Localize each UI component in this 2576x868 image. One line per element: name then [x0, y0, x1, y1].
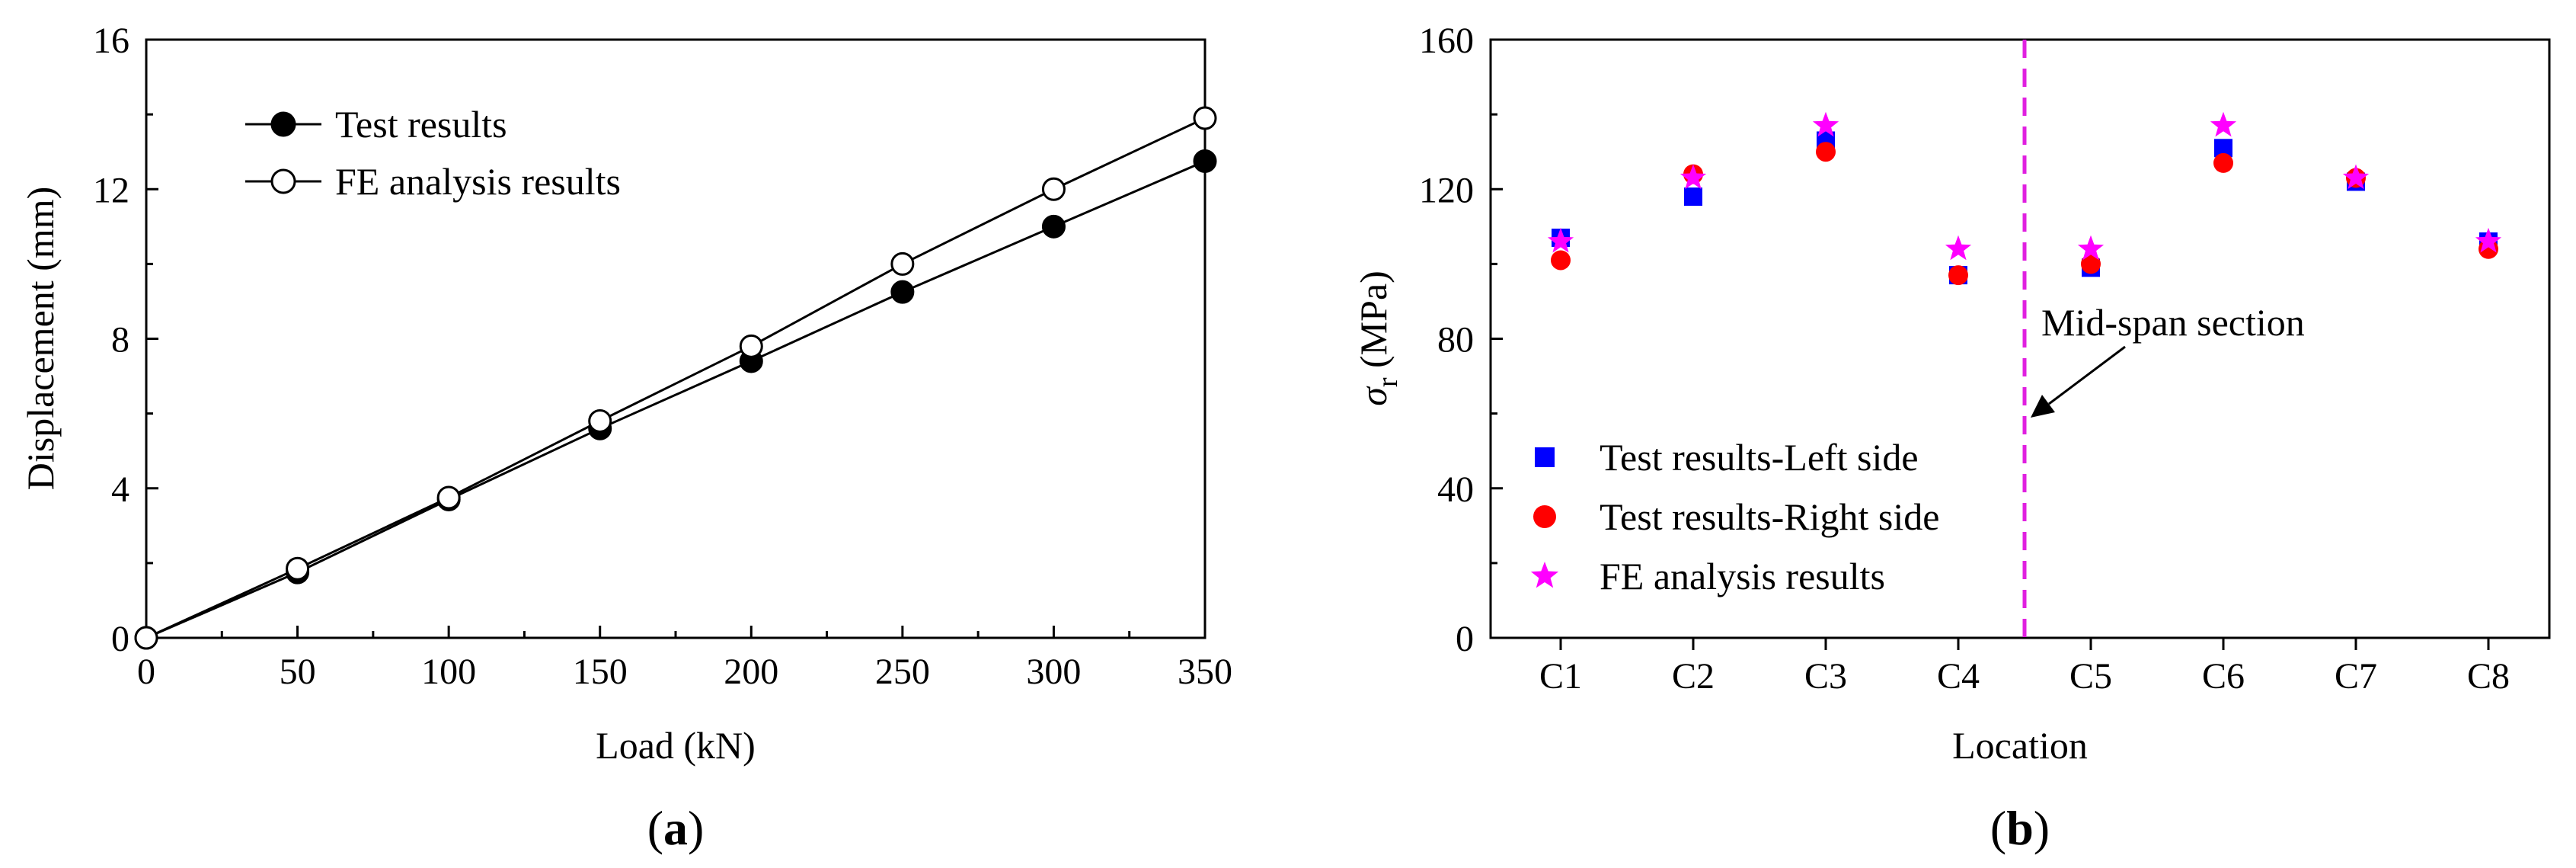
fe-result-point: [134, 626, 158, 650]
fe-analysis-point: [2210, 111, 2237, 137]
fe-analysis-point: [1680, 164, 1707, 190]
b-x-tick-label: C3: [1804, 656, 1847, 697]
a-y-tick-label: 4: [111, 469, 129, 510]
a-x-tick-label: 200: [724, 652, 778, 692]
fe-result-point: [588, 408, 612, 433]
b-x-tick-label: C2: [1672, 656, 1715, 697]
fe-analysis-point: [1547, 227, 1574, 253]
right-side-point: [2213, 152, 2233, 173]
fe-result-point: [890, 251, 915, 276]
fe-result-point: [1041, 177, 1066, 201]
b-y-tick-label: 120: [1419, 170, 1474, 210]
panel-b-x-axis-label: Location: [1952, 724, 2088, 767]
annotation-arrowhead: [2031, 395, 2055, 418]
fe-result-point: [436, 485, 461, 510]
mid-span-annotation: Mid-span section: [2031, 301, 2305, 418]
fe-analysis-point: [2077, 235, 2105, 261]
panel-b-y-axis-label: σr (MPa): [1352, 271, 1404, 406]
panel-b-legend: Test results-Left side Test results-Righ…: [1530, 436, 1939, 597]
legend-label-left-side: Test results-Left side: [1600, 436, 1919, 479]
panel-a-label: (a): [647, 801, 705, 855]
fe-analysis-point: [2342, 164, 2370, 190]
b-x-tick-label: C1: [1539, 656, 1582, 697]
panel-a-y-axis-label: Displacement (mm): [19, 187, 62, 491]
right-side-point: [1816, 142, 1836, 162]
b-x-tick-label: C5: [2069, 656, 2112, 697]
fe-result-point: [739, 334, 763, 358]
legend-marker-left-side: [1535, 447, 1555, 467]
panel-b-y-ticks: 0 40 80 120 160: [1419, 21, 1503, 659]
a-series-line-2: [145, 117, 1206, 639]
b-x-tick-label: C8: [2467, 656, 2510, 697]
panel-a-plot-frame: [145, 38, 1207, 639]
a-y-tick-label: 0: [111, 619, 129, 659]
panel-a-x-axis-label: Load (kN): [596, 724, 756, 767]
a-x-tick-label: 100: [421, 652, 476, 692]
legend-marker-right-side: [1533, 505, 1556, 528]
b-y-tick-label: 0: [1456, 619, 1474, 659]
a-x-tick-label: 250: [875, 652, 930, 692]
legend-label-fe-results: FE analysis results: [335, 160, 621, 203]
panel-a-x-ticks: 0 50 100 150 200 250 300 350: [137, 626, 1232, 692]
b-x-tick-label: C4: [1937, 656, 1980, 697]
a-x-tick-label: 150: [573, 652, 628, 692]
panel-b-stress-chart: C1 C2 C3 C4 C5 C6 C7 C8 0 40 80 120 160 Mid-span se…: [1352, 21, 2551, 855]
legend-marker-fe-results: [270, 168, 296, 194]
panel-b-x-ticks: C1 C2 C3 C4 C5 C6 C7 C8: [1539, 638, 2510, 697]
annotation-arrow-line: [2048, 345, 2126, 405]
panel-a-series-points: [134, 106, 1217, 650]
a-y-tick-label: 8: [111, 320, 129, 360]
test-result-point: [1193, 149, 1217, 173]
panel-a-y-ticks: 0 4 8 12 16: [93, 21, 158, 659]
a-x-tick-label: 0: [137, 652, 155, 692]
fe-result-point: [1193, 106, 1217, 130]
left-side-point: [1684, 187, 1702, 207]
fe-result-point: [286, 556, 310, 581]
a-x-tick-label: 50: [280, 652, 316, 692]
b-y-tick-label: 40: [1437, 469, 1474, 510]
right-side-point: [2081, 254, 2101, 274]
b-x-tick-label: C6: [2202, 656, 2245, 697]
legend-label-test-results: Test results: [335, 103, 507, 146]
b-x-tick-label: C7: [2335, 656, 2377, 697]
a-y-tick-label: 16: [93, 21, 129, 61]
a-series-line-1: [145, 160, 1206, 639]
b-y-tick-label: 80: [1437, 320, 1474, 360]
legend-marker-test-results: [270, 111, 296, 137]
b-y-tick-label: 160: [1419, 21, 1474, 61]
a-x-tick-label: 350: [1178, 652, 1232, 692]
fe-analysis-point: [1812, 111, 1839, 137]
right-side-point: [1551, 250, 1571, 271]
legend-label-fe-star: FE analysis results: [1600, 555, 1885, 597]
panel-a-series-lines: [145, 117, 1206, 639]
test-result-point: [1041, 214, 1066, 239]
annotation-label: Mid-span section: [2041, 301, 2305, 344]
right-side-point: [1948, 265, 1968, 286]
panel-b-plot-frame: [1489, 38, 2551, 639]
panel-b-series-points: [1547, 111, 2502, 286]
a-y-tick-label: 12: [93, 170, 129, 210]
panel-a-legend: Test results FE analysis results: [245, 103, 621, 203]
legend-marker-fe-star: [1530, 562, 1559, 588]
fe-analysis-point: [1945, 235, 1972, 261]
panel-b-label: (b): [1990, 801, 2050, 855]
fe-analysis-point: [2475, 227, 2502, 253]
legend-label-right-side: Test results-Right side: [1600, 495, 1939, 538]
a-x-tick-label: 300: [1026, 652, 1081, 692]
test-result-point: [890, 280, 915, 304]
panel-a-displacement-chart: 0 50 100 150 200 250 300 350 0 4 8 12 16 Test resul…: [19, 21, 1232, 855]
